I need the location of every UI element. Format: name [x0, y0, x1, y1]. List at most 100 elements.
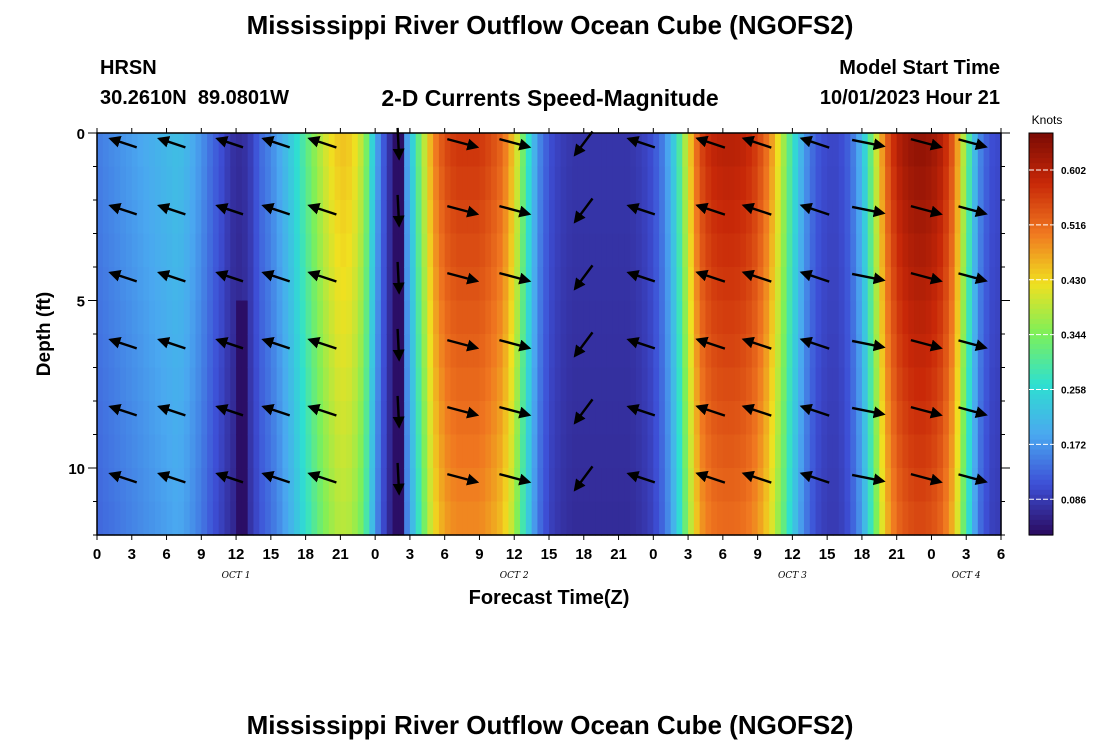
heat-cell — [873, 166, 880, 201]
colorbar-segment — [1029, 524, 1053, 531]
heat-cell — [682, 267, 689, 302]
heat-cell — [769, 166, 776, 201]
heat-cell — [948, 166, 956, 201]
heat-cell — [925, 233, 933, 268]
heat-cell — [630, 401, 637, 436]
heat-cell — [693, 334, 701, 369]
heat-cell — [467, 434, 475, 469]
heat-cell — [699, 367, 707, 402]
heat-cell — [740, 300, 747, 335]
heat-cell — [960, 401, 967, 436]
heat-cell — [711, 233, 718, 268]
heat-cell — [195, 468, 202, 503]
heat-cell — [230, 166, 237, 201]
heat-cell — [618, 267, 625, 302]
heat-cell — [207, 300, 214, 335]
heat-cell — [798, 367, 805, 402]
heat-cell — [861, 300, 869, 335]
heat-cell — [241, 133, 249, 168]
heat-cell — [954, 267, 962, 302]
heat-cell — [873, 334, 880, 369]
heat-cell — [537, 401, 544, 436]
heat-cell — [450, 434, 457, 469]
day-label: OCT 1 — [222, 571, 251, 581]
heat-cell — [757, 133, 765, 168]
heat-cell — [867, 334, 875, 369]
heat-cell — [340, 166, 347, 201]
heat-cell — [189, 501, 197, 536]
heat-cell — [120, 468, 127, 503]
heat-cell — [554, 334, 562, 369]
heat-cell — [137, 300, 144, 335]
heat-cell — [589, 434, 596, 469]
heat-cell — [838, 401, 846, 436]
heat-cell — [554, 200, 562, 235]
heat-cell — [757, 233, 765, 268]
heat-cell — [751, 334, 759, 369]
current-vector — [446, 338, 480, 352]
heat-cell — [641, 233, 649, 268]
heat-cell — [456, 367, 463, 402]
heat-cell — [948, 468, 956, 503]
heat-cell — [514, 300, 521, 335]
heat-cell — [821, 334, 828, 369]
heat-cell — [827, 401, 834, 436]
heat-cell — [218, 367, 226, 402]
heat-cell — [792, 233, 799, 268]
heat-cell — [606, 166, 614, 201]
heat-cell — [328, 267, 336, 302]
heat-cell — [635, 133, 643, 168]
current-vector — [108, 471, 138, 484]
heat-cell — [560, 468, 567, 503]
heat-cell — [630, 434, 637, 469]
heat-cell — [328, 334, 336, 369]
heat-cell — [624, 401, 631, 436]
heat-cell — [525, 501, 533, 536]
heat-cell — [769, 468, 776, 503]
heat-cell — [375, 434, 382, 469]
day-label: OCT 3 — [778, 571, 807, 581]
heat-cell — [803, 501, 811, 536]
heat-cell — [728, 133, 736, 168]
colorbar-segment — [1029, 208, 1053, 215]
heat-cell — [212, 166, 220, 201]
heat-cell — [786, 166, 793, 201]
heat-cell — [311, 334, 318, 369]
heat-cell — [380, 468, 388, 503]
heat-cell — [931, 401, 938, 436]
current-vector — [799, 202, 830, 216]
heat-cell — [299, 401, 307, 436]
heat-cell — [850, 200, 857, 235]
heat-cell — [682, 501, 689, 536]
heat-cell — [311, 468, 318, 503]
heat-cell — [919, 200, 927, 235]
heat-cell — [711, 468, 718, 503]
heat-cell — [340, 367, 347, 402]
heat-cell — [375, 267, 382, 302]
heat-cell — [102, 300, 110, 335]
heat-cell — [908, 267, 915, 302]
current-vector — [626, 404, 656, 417]
heat-cell — [166, 267, 173, 302]
heat-cell — [612, 133, 620, 168]
heat-cell — [543, 401, 550, 436]
heat-cell — [618, 200, 625, 235]
heat-cell — [583, 501, 591, 536]
heat-cell — [143, 267, 150, 302]
heat-cell — [850, 501, 857, 536]
heat-cell — [467, 233, 475, 268]
heat-cell — [357, 501, 365, 536]
heat-cell — [386, 166, 394, 201]
current-vector — [215, 203, 244, 216]
heat-cell — [479, 133, 486, 168]
heat-cell — [108, 468, 115, 503]
heat-cell — [943, 401, 950, 436]
axis-layer: 0 3 6 9 12 15 18 21 0 3 6 9 12 15 18 21 0 3 6 9 12 15 18 21 0 3 60… — [68, 126, 1010, 581]
heat-cell — [97, 200, 104, 235]
heat-cell — [508, 267, 515, 302]
heat-cell — [386, 468, 394, 503]
heat-cell — [294, 267, 301, 302]
heat-cell — [154, 501, 162, 536]
heat-cell — [618, 401, 625, 436]
heat-cell — [311, 300, 318, 335]
